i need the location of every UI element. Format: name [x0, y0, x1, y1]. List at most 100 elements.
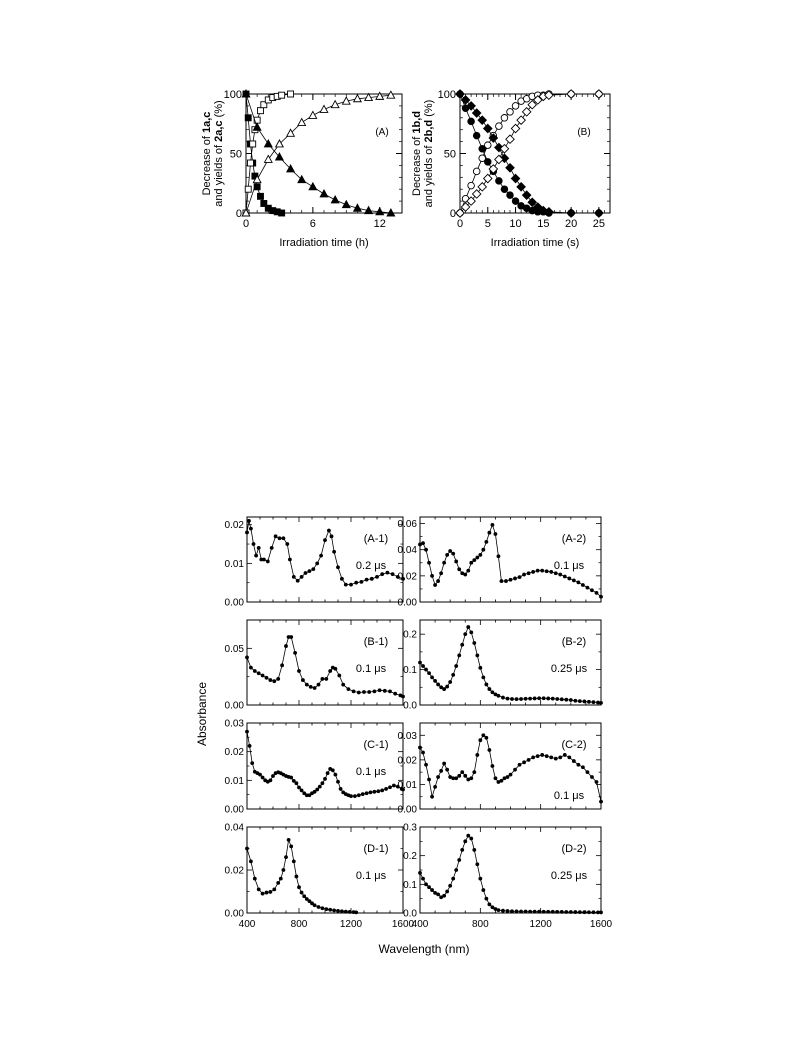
data-point	[519, 909, 523, 914]
y-axis-label-part: Decrease of	[411, 134, 423, 196]
panel-label: (B-2)	[562, 636, 586, 648]
data-point	[505, 696, 510, 701]
data-point	[336, 908, 340, 913]
data-point	[319, 553, 323, 558]
data-point	[351, 689, 356, 694]
data-point	[573, 910, 578, 914]
data-point	[324, 677, 329, 681]
spectrum-panel: 0.00 0.02 0.04 (D-1) 0.1 μs 400 800 1200 1600	[225, 823, 415, 931]
y-tick-label: 0.00	[225, 909, 245, 920]
y-tick-label: 0.02	[225, 747, 245, 758]
data-point	[245, 846, 249, 851]
data-point	[433, 679, 437, 683]
delay-time-label: 0.2 μs	[356, 560, 387, 572]
data-point	[495, 122, 503, 130]
data-point	[472, 641, 477, 645]
data-point	[307, 899, 312, 904]
spectrum-line	[246, 520, 404, 585]
data-point	[294, 781, 299, 786]
data-point	[523, 909, 528, 914]
data-point	[510, 697, 514, 701]
y-tick-label: 0.2	[403, 851, 417, 862]
data-point	[505, 909, 510, 913]
x-tick-label: 1200	[530, 919, 553, 930]
data-point	[566, 89, 576, 99]
y-axis-label-part: (%)	[423, 100, 435, 120]
data-point	[259, 557, 264, 562]
y-axis-label-part: 1b,d	[411, 111, 423, 134]
y-tick-label: 0.0	[403, 909, 417, 920]
series-line	[245, 93, 291, 214]
x-tick-label: 5	[485, 218, 491, 230]
data-point	[436, 579, 440, 583]
data-point	[478, 553, 483, 557]
data-point	[514, 697, 519, 702]
y-axis-label-line-1: Decrease of 1b,d	[411, 111, 423, 196]
data-point	[508, 577, 513, 582]
data-point	[269, 546, 274, 550]
x-tick-label: 400	[239, 919, 256, 930]
spectrum-panel: 0.00 0.02 0.04 0.06 (A-2) 0.1 μs	[398, 516, 603, 609]
data-point	[289, 635, 294, 639]
data-point	[576, 762, 581, 767]
data-point	[249, 140, 257, 148]
data-point	[433, 784, 437, 789]
data-point	[599, 700, 603, 705]
data-point	[388, 689, 392, 694]
data-point	[308, 684, 313, 689]
data-point	[502, 776, 507, 781]
data-point	[341, 96, 351, 105]
data-point	[460, 770, 465, 775]
data-point	[278, 876, 283, 881]
x-tick-label: 1200	[340, 919, 363, 930]
data-point	[274, 152, 284, 161]
data-point	[424, 762, 428, 767]
data-point	[332, 908, 336, 913]
spectrum-panel: 0.0 0.1 0.2 (B-2) 0.25 μs	[403, 619, 603, 712]
data-point	[442, 687, 447, 691]
data-point	[445, 553, 450, 557]
x-axis-label: Irradiation time (h)	[279, 237, 368, 249]
data-point	[260, 891, 265, 896]
data-point	[454, 664, 459, 668]
data-point	[308, 181, 318, 191]
data-point	[537, 696, 542, 701]
data-point	[448, 549, 453, 553]
absorbance-axis-label: Absorbance	[195, 682, 209, 746]
data-point	[364, 92, 374, 102]
data-point	[504, 579, 508, 583]
spectrum-panel: 0.0 0.1 0.2 0.3 (D-2) 0.25 μs 400 800 1200 1600	[403, 823, 612, 931]
data-point	[511, 197, 520, 205]
data-point	[281, 868, 286, 872]
y-tick-label: 0.00	[225, 701, 245, 712]
data-point	[544, 754, 549, 759]
data-point	[245, 530, 249, 535]
y-axis-label-part: and yields of	[423, 142, 435, 207]
data-point	[544, 90, 554, 101]
data-point	[594, 780, 599, 784]
data-point	[274, 139, 284, 148]
data-point	[457, 653, 462, 658]
data-point	[285, 542, 290, 546]
data-point	[532, 696, 537, 701]
transient-spectra-grid: 0.00 0.01 0.02 (A-1) 0.2 μs 0.00 0.02 0.04 0.06 (…	[225, 516, 613, 931]
data-point	[382, 688, 387, 693]
data-point	[336, 565, 340, 570]
x-tick-label: 400	[412, 919, 429, 930]
data-point	[477, 181, 488, 192]
data-point	[594, 89, 604, 99]
data-point	[457, 773, 462, 778]
data-point	[522, 760, 526, 765]
data-point	[384, 787, 388, 791]
data-point	[354, 580, 359, 585]
data-point	[472, 167, 481, 176]
delay-time-label: 0.1 μs	[554, 560, 585, 572]
data-point	[327, 528, 331, 533]
data-point	[550, 909, 555, 914]
panel-label: (C-1)	[363, 739, 388, 751]
data-point	[564, 910, 569, 914]
data-point	[346, 687, 351, 692]
y-tick-label: 0.05	[225, 644, 245, 655]
wavelength-axis-label: Wavelength (nm)	[379, 942, 470, 956]
